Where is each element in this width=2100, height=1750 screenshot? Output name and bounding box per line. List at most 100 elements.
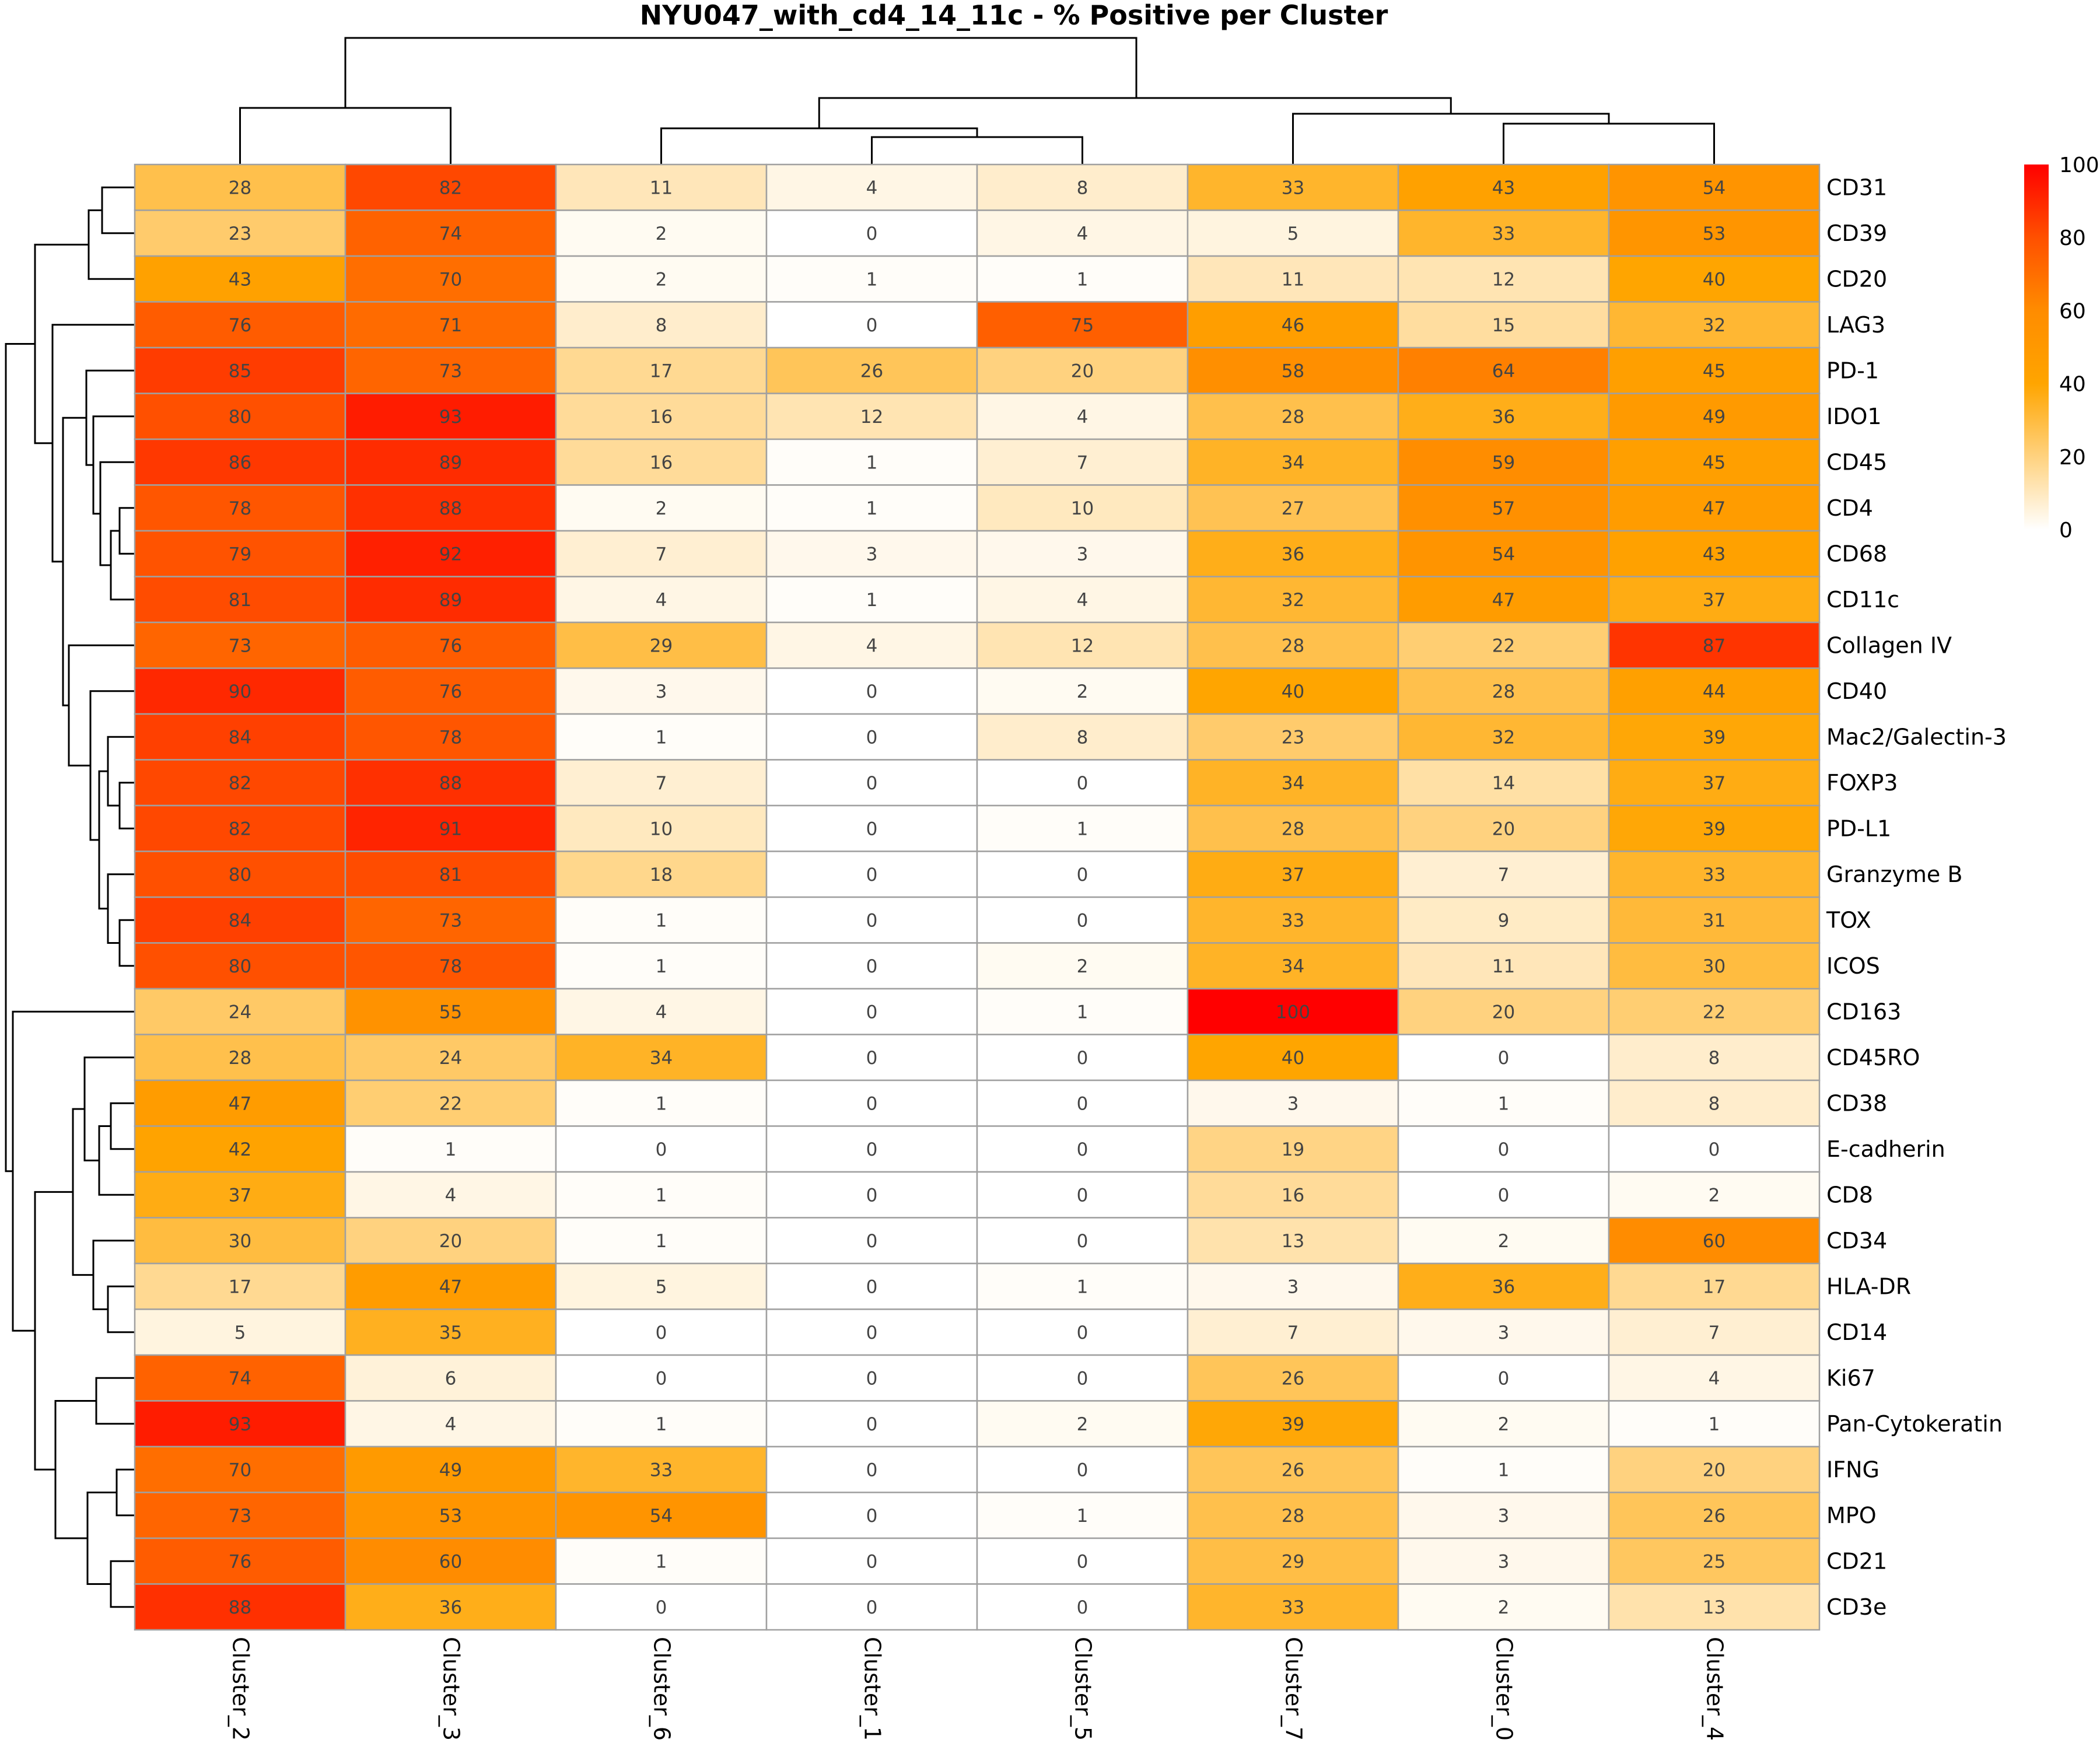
cell-ifng-cluster-6 bbox=[555, 1446, 768, 1493]
cell-value-cd45ro-cluster-5: 0 bbox=[1077, 1048, 1088, 1069]
cell-cd38-cluster-7 bbox=[1186, 1079, 1399, 1127]
cell-value-cd3e-cluster-0: 2 bbox=[1498, 1597, 1510, 1618]
cell-value-cd14-cluster-4: 7 bbox=[1709, 1322, 1720, 1343]
cell-value-cd4-cluster-7: 27 bbox=[1282, 498, 1304, 519]
cell-ki67-cluster-5 bbox=[976, 1354, 1189, 1402]
cell-value-cd34-cluster-7: 13 bbox=[1282, 1231, 1304, 1252]
cell-value-pan-cytokeratin-cluster-6: 1 bbox=[656, 1414, 667, 1435]
cell-cd45-cluster-6 bbox=[555, 438, 768, 486]
cell-value-mac2-galectin-3-cluster-6: 1 bbox=[656, 727, 667, 748]
cell-value-foxp3-cluster-0: 14 bbox=[1492, 773, 1515, 794]
cell-value-ki67-cluster-1: 0 bbox=[866, 1368, 878, 1389]
cell-value-cd8-cluster-7: 16 bbox=[1282, 1185, 1304, 1206]
cell-value-granzyme-b-cluster-3: 81 bbox=[439, 864, 462, 886]
cell-value-cd4-cluster-5: 10 bbox=[1071, 498, 1094, 519]
cell-value-cd45-cluster-5: 7 bbox=[1077, 452, 1088, 473]
cell-value-cd11c-cluster-4: 37 bbox=[1703, 590, 1726, 611]
cell-cd4-cluster-7 bbox=[1186, 484, 1399, 532]
cell-value-pan-cytokeratin-cluster-3: 4 bbox=[445, 1414, 457, 1435]
cell-value-cd39-cluster-5: 4 bbox=[1077, 223, 1088, 244]
cell-mpo-cluster-0 bbox=[1397, 1492, 1610, 1539]
cell-cd14-cluster-7 bbox=[1186, 1308, 1399, 1356]
cell-e-cadherin-cluster-2 bbox=[134, 1125, 346, 1173]
cell-value-ido1-cluster-5: 4 bbox=[1077, 407, 1088, 428]
cell-value-hla-dr-cluster-6: 5 bbox=[656, 1276, 667, 1297]
cell-value-cd68-cluster-7: 36 bbox=[1282, 544, 1304, 565]
row-dendrogram-branch bbox=[107, 873, 135, 944]
legend-tick-label: 80 bbox=[2059, 226, 2086, 250]
cell-value-cd31-cluster-3: 82 bbox=[439, 177, 462, 198]
cell-value-cd163-cluster-0: 20 bbox=[1492, 1002, 1515, 1023]
row-label-hla-dr: HLA-DR bbox=[1826, 1273, 1911, 1299]
row-label-icos: ICOS bbox=[1826, 953, 1880, 979]
row-label-cd34: CD34 bbox=[1826, 1228, 1887, 1254]
row-dendrogram-branch bbox=[95, 1377, 135, 1425]
legend-tick-label: 60 bbox=[2059, 299, 2086, 323]
cell-value-cd11c-cluster-6: 4 bbox=[656, 590, 667, 611]
cell-cd40-cluster-7 bbox=[1186, 667, 1399, 715]
cell-value-ifng-cluster-6: 33 bbox=[650, 1460, 673, 1480]
cell-value-cd11c-cluster-7: 32 bbox=[1282, 590, 1304, 611]
cell-pd-l1-cluster-2 bbox=[134, 804, 346, 852]
row-dendrogram-branch bbox=[5, 343, 35, 1172]
cell-cd39-cluster-4 bbox=[1608, 209, 1821, 257]
row-dendrogram-branch bbox=[62, 416, 86, 706]
cell-cd31-cluster-4 bbox=[1608, 163, 1821, 211]
cell-value-pan-cytokeratin-cluster-2: 93 bbox=[229, 1414, 251, 1435]
row-dendrogram-branch bbox=[92, 1240, 135, 1310]
column-dendrogram bbox=[239, 37, 1715, 164]
chart-title: NYU047_with_cd4_14_11c - % Positive per … bbox=[640, 0, 1388, 31]
cell-pan-cytokeratin-cluster-0 bbox=[1397, 1400, 1610, 1448]
row-label-pd-1: PD-1 bbox=[1826, 358, 1879, 383]
cell-value-cd163-cluster-6: 4 bbox=[656, 1002, 667, 1023]
cell-value-ido1-cluster-6: 16 bbox=[650, 407, 673, 428]
cell-value-hla-dr-cluster-0: 36 bbox=[1492, 1276, 1515, 1297]
cell-value-cd3e-cluster-5: 0 bbox=[1077, 1597, 1088, 1618]
row-dendrogram-branch bbox=[110, 530, 135, 601]
legend-tick-label: 100 bbox=[2059, 153, 2099, 177]
cell-cd39-cluster-3 bbox=[344, 209, 557, 257]
cell-cd34-cluster-2 bbox=[134, 1217, 346, 1265]
cell-value-granzyme-b-cluster-0: 7 bbox=[1498, 864, 1510, 886]
column-dendrogram-branch bbox=[239, 107, 452, 164]
cell-cd3e-cluster-4 bbox=[1608, 1583, 1821, 1631]
cell-value-icos-cluster-3: 78 bbox=[439, 956, 462, 977]
cell-value-e-cadherin-cluster-0: 0 bbox=[1498, 1139, 1510, 1160]
cell-pd-1-cluster-4 bbox=[1608, 346, 1821, 394]
cell-pan-cytokeratin-cluster-4 bbox=[1608, 1400, 1821, 1448]
cell-value-cd38-cluster-1: 0 bbox=[866, 1093, 878, 1114]
row-dendrogram-branch bbox=[54, 1400, 96, 1539]
cell-value-lag3-cluster-4: 32 bbox=[1703, 315, 1726, 336]
cell-collagen-iv-cluster-4 bbox=[1608, 621, 1821, 669]
cell-lag3-cluster-4 bbox=[1608, 301, 1821, 349]
cell-cd163-cluster-5 bbox=[976, 988, 1189, 1035]
cell-cd68-cluster-3 bbox=[344, 530, 557, 578]
cell-mpo-cluster-7 bbox=[1186, 1492, 1399, 1539]
cell-value-cd31-cluster-4: 54 bbox=[1703, 177, 1726, 198]
cell-value-cd21-cluster-4: 25 bbox=[1703, 1551, 1726, 1572]
cell-pd-1-cluster-6 bbox=[555, 346, 768, 394]
cell-value-cd3e-cluster-4: 13 bbox=[1703, 1597, 1726, 1618]
cell-value-mpo-cluster-3: 53 bbox=[439, 1506, 462, 1527]
cell-value-ki67-cluster-0: 0 bbox=[1498, 1368, 1510, 1389]
cell-cd38-cluster-0 bbox=[1397, 1079, 1610, 1127]
row-dendrogram-branch bbox=[88, 209, 135, 280]
cell-granzyme-b-cluster-2 bbox=[134, 850, 346, 898]
cell-value-cd39-cluster-2: 23 bbox=[229, 223, 251, 244]
cell-value-ki67-cluster-3: 6 bbox=[445, 1368, 457, 1389]
cell-cd20-cluster-5 bbox=[976, 255, 1189, 303]
cell-value-collagen-iv-cluster-6: 29 bbox=[650, 635, 673, 656]
row-label-e-cadherin: E-cadherin bbox=[1826, 1136, 1945, 1162]
column-label-cluster-1: Cluster_1 bbox=[860, 1637, 886, 1741]
cell-value-collagen-iv-cluster-7: 28 bbox=[1282, 635, 1304, 656]
cell-value-cd45-cluster-1: 1 bbox=[866, 452, 878, 473]
cell-cd163-cluster-4 bbox=[1608, 988, 1821, 1035]
row-dendrogram-branch bbox=[110, 1102, 135, 1150]
cell-value-icos-cluster-1: 0 bbox=[866, 956, 878, 977]
cell-cd45-cluster-4 bbox=[1608, 438, 1821, 486]
cell-value-ido1-cluster-2: 80 bbox=[229, 407, 251, 428]
cell-cd8-cluster-2 bbox=[134, 1171, 346, 1219]
cell-value-cd14-cluster-0: 3 bbox=[1498, 1322, 1510, 1343]
cell-value-pan-cytokeratin-cluster-5: 2 bbox=[1077, 1414, 1088, 1435]
cell-value-foxp3-cluster-3: 88 bbox=[439, 773, 462, 794]
